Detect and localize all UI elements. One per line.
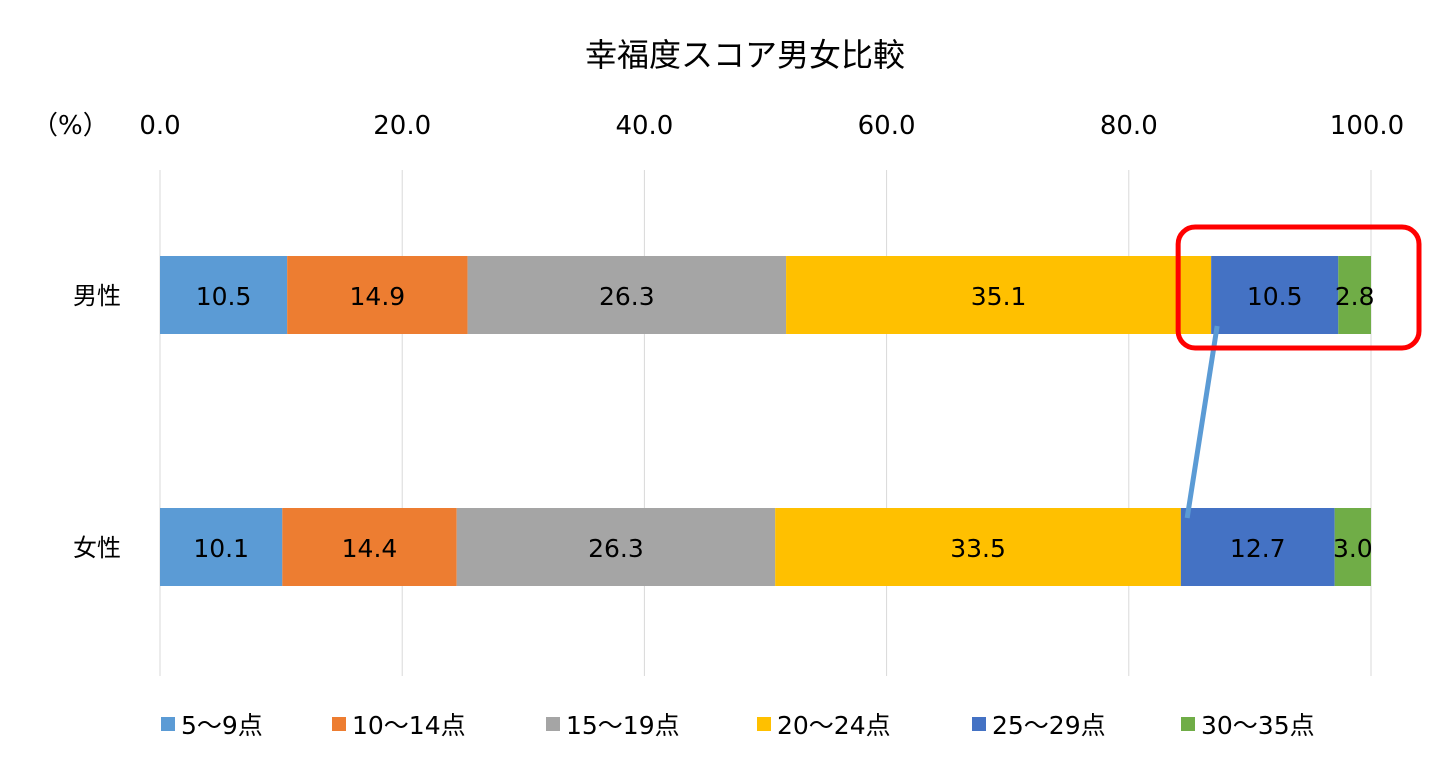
data-label: 3.0 bbox=[1333, 534, 1373, 563]
legend-label: 30～35点 bbox=[1201, 711, 1315, 740]
data-label: 10.5 bbox=[1247, 282, 1303, 311]
data-label: 26.3 bbox=[588, 534, 644, 563]
bar-segment bbox=[160, 256, 288, 334]
connector-line bbox=[1184, 325, 1220, 519]
x-tick-label: 60.0 bbox=[858, 111, 916, 141]
legend-label: 20～24点 bbox=[777, 711, 891, 740]
x-tick-label: 0.0 bbox=[139, 111, 180, 141]
legend-label: 10～14点 bbox=[352, 711, 466, 740]
bar-segment bbox=[1180, 508, 1335, 586]
data-label: 14.4 bbox=[342, 534, 398, 563]
category-label: 男性 bbox=[73, 282, 121, 310]
data-label: 14.9 bbox=[350, 282, 406, 311]
highlight-box bbox=[1175, 224, 1422, 351]
legend-swatch bbox=[546, 717, 560, 731]
gridlines bbox=[159, 170, 1372, 676]
x-tick-label: 20.0 bbox=[373, 111, 431, 141]
bar-segment bbox=[786, 256, 1212, 334]
bar-segment bbox=[160, 508, 283, 586]
bar-segment bbox=[1338, 256, 1371, 334]
category-label: 女性 bbox=[73, 534, 121, 562]
bar-segment bbox=[467, 256, 787, 334]
bar-segment bbox=[456, 508, 776, 586]
data-label: 10.1 bbox=[193, 534, 249, 563]
legend-swatch bbox=[161, 717, 175, 731]
legend-swatch bbox=[972, 717, 986, 731]
data-label: 33.5 bbox=[950, 534, 1006, 563]
chart-title: 幸福度スコア男女比較 bbox=[585, 36, 905, 74]
axis-unit-label: （%） bbox=[32, 111, 109, 141]
data-label: 12.7 bbox=[1230, 534, 1286, 563]
bar-segment bbox=[1211, 256, 1339, 334]
bar-segment bbox=[775, 508, 1181, 586]
data-label: 2.8 bbox=[1335, 282, 1375, 311]
legend: 5～9点 10～14点 15～19点 20～24点 25～29点 30～35点 bbox=[161, 711, 1315, 740]
bar-segment bbox=[287, 256, 468, 334]
data-labels: 10.5 14.9 26.3 35.1 10.5 2.8 10.1 14.4 26.3 33.5 1… bbox=[193, 282, 1374, 563]
legend-label: 15～19点 bbox=[566, 711, 680, 740]
data-label: 26.3 bbox=[599, 282, 655, 311]
annotations bbox=[1175, 224, 1422, 519]
data-label: 10.5 bbox=[196, 282, 252, 311]
data-label: 35.1 bbox=[971, 282, 1027, 311]
legend-swatch bbox=[1181, 717, 1195, 731]
x-tick-label: 80.0 bbox=[1100, 111, 1158, 141]
x-axis-ticks: 0.0 20.0 40.0 60.0 80.0 100.0 bbox=[139, 111, 1404, 141]
legend-swatch bbox=[757, 717, 771, 731]
x-tick-label: 100.0 bbox=[1330, 111, 1404, 141]
bar-segment bbox=[1334, 508, 1371, 586]
bar-segment bbox=[282, 508, 457, 586]
x-tick-label: 40.0 bbox=[615, 111, 673, 141]
bars bbox=[160, 256, 1371, 586]
legend-label: 5～9点 bbox=[181, 711, 263, 740]
legend-label: 25～29点 bbox=[992, 711, 1106, 740]
legend-swatch bbox=[332, 717, 346, 731]
